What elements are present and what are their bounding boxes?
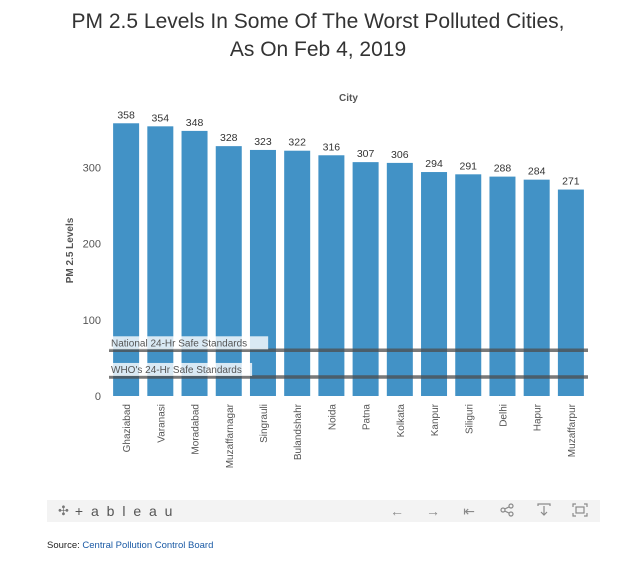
bar [421, 172, 448, 396]
source-note: Source: Central Pollution Control Board [47, 540, 213, 551]
x-tick-label: Muzaffarnagar [225, 403, 236, 468]
revert-icon[interactable]: ⇤ [463, 503, 475, 519]
title-line-2: As On Feb 4, 2019 [229, 38, 407, 61]
bar [215, 146, 242, 396]
reference-label-background [109, 336, 269, 350]
y-tick-label: 0 [95, 391, 101, 403]
data-label: 328 [220, 132, 238, 144]
data-label: 358 [117, 109, 135, 121]
reference-label-background [109, 362, 253, 376]
y-tick-label: 100 [83, 315, 101, 327]
x-tick-label: Siliguri [464, 404, 475, 434]
data-label: 316 [323, 141, 341, 153]
x-tick-label: Patna [362, 404, 373, 431]
y-axis-label: PM 2.5 Levels [65, 217, 76, 283]
reference-line-label: National 24-Hr Safe Standards [111, 338, 247, 349]
data-label: 284 [528, 166, 546, 178]
bar [523, 179, 550, 396]
data-label: 294 [425, 158, 443, 170]
source-label: Source: [47, 540, 80, 551]
bar [455, 174, 482, 396]
data-label: 306 [391, 149, 409, 161]
bar [557, 189, 584, 396]
x-tick-label: Bulandshahr [293, 403, 304, 460]
column-header: City [339, 93, 358, 104]
undo-icon[interactable]: ← [390, 503, 404, 519]
data-label: 291 [459, 160, 477, 172]
data-label: 354 [152, 112, 170, 124]
y-tick-label: 300 [83, 162, 101, 174]
chart-title: PM 2.5 Levels In Some Of The Worst Pollu… [0, 8, 636, 64]
x-tick-label: Delhi [498, 404, 509, 427]
data-label: 271 [562, 176, 580, 188]
bar-chart: City PM 2.5 Levels 0 100 200 300 358 Ghaziabad 3… [65, 93, 588, 468]
data-label: 322 [288, 137, 306, 149]
source-link[interactable]: Central Pollution Control Board [82, 540, 214, 551]
tableau-toolbar: ✣ + a b l e a u ← → ⇤ [47, 500, 600, 522]
bar [284, 150, 311, 396]
x-tick-label: Varanasi [156, 404, 167, 443]
x-tick-label: Singrauli [259, 404, 270, 443]
data-label: 288 [494, 163, 512, 175]
bar [489, 176, 516, 396]
x-tick-label: Ghaziabad [122, 404, 133, 452]
x-tick-label: Noida [327, 404, 338, 431]
reference-line-label: WHO's 24-Hr Safe Standards [111, 365, 242, 376]
fullscreen-icon[interactable] [571, 503, 589, 520]
bar [386, 162, 413, 396]
bar [113, 123, 140, 397]
x-tick-label: Hapur [533, 403, 544, 431]
y-tick-label: 200 [83, 239, 101, 251]
share-icon[interactable] [498, 503, 516, 520]
tableau-logo[interactable]: ✣ + a b l e a u [58, 503, 174, 519]
bar [352, 162, 379, 396]
tableau-logo-text: + a b l e a u [74, 503, 175, 519]
bar [181, 130, 208, 397]
x-tick-label: Kanpur [430, 403, 441, 436]
tableau-cross-icon: ✣ [58, 503, 71, 518]
bar [318, 155, 345, 396]
x-tick-label: Muzaffarpur [567, 403, 578, 457]
redo-icon[interactable]: → [426, 503, 440, 519]
x-tick-label: Kolkata [396, 404, 407, 438]
title-line-1: PM 2.5 Levels In Some Of The Worst Pollu… [71, 10, 565, 33]
data-label: 323 [254, 136, 272, 148]
data-label: 307 [357, 148, 375, 160]
x-tick-label: Moradabad [191, 404, 202, 455]
bar [249, 149, 276, 396]
data-label: 348 [186, 117, 204, 129]
bar [147, 126, 174, 397]
download-icon[interactable] [535, 503, 553, 520]
